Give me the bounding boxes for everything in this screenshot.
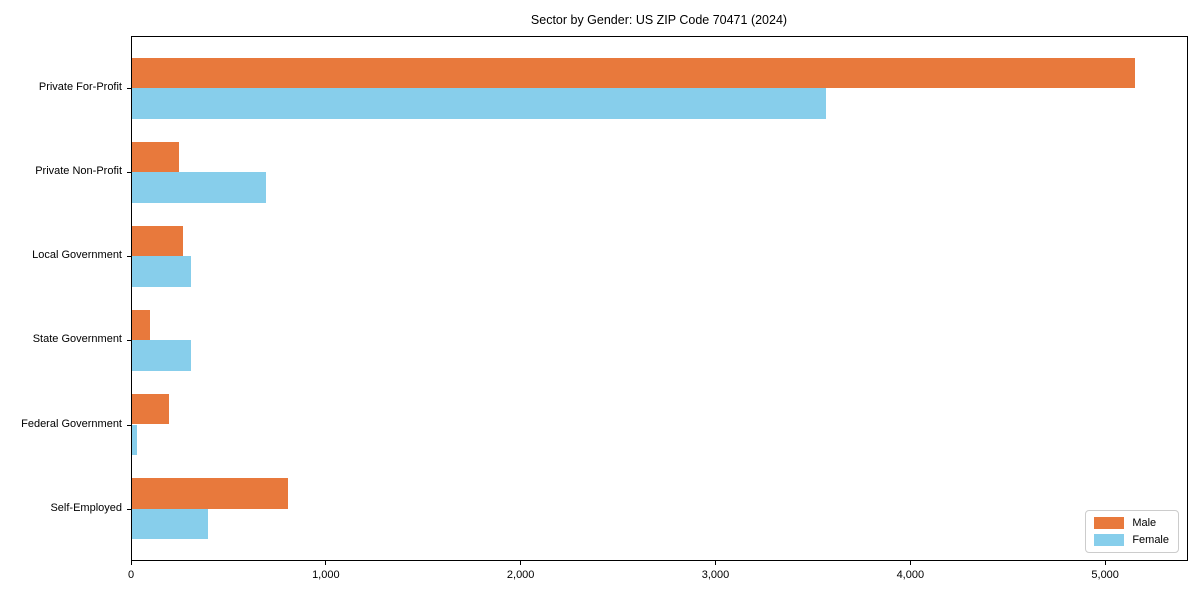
bar-male-local-government: [132, 225, 183, 257]
bar-female-private-for-profit: [132, 88, 826, 119]
x-tick-label-1000: 1,000: [312, 569, 340, 581]
x-tick-mark: [130, 561, 132, 565]
x-tick-mark: [1104, 561, 1106, 565]
legend-swatch-male: [1094, 517, 1125, 529]
y-tick-label-private-for-profit: Private For-Profit: [38, 81, 122, 94]
x-tick-label-3000: 3,000: [701, 569, 730, 581]
bar-female-federal-government: [132, 424, 137, 456]
chart-title: Sector by Gender: US ZIP Code 70471 (202…: [530, 13, 788, 27]
legend-label-female: Female: [1132, 534, 1169, 546]
y-tick-label-state-government: State Government: [32, 333, 122, 346]
x-tick-label-0: 0: [127, 569, 135, 581]
bar-female-private-non-profit: [132, 172, 267, 203]
x-tick-label-5000: 5,000: [1091, 569, 1119, 581]
x-tick-mark: [325, 561, 327, 565]
y-tick-label-self-employed: Self-Employed: [50, 501, 122, 514]
y-tick-mark: [127, 340, 131, 342]
x-tick-mark: [520, 561, 522, 565]
plot-area: Male Female: [131, 36, 1188, 561]
legend: Male Female: [1085, 510, 1179, 553]
bar-female-self-employed: [132, 508, 208, 540]
y-tick-mark: [127, 508, 131, 510]
legend-item-male: Male: [1094, 517, 1169, 529]
y-tick-mark: [127, 256, 131, 258]
bar-female-state-government: [132, 340, 192, 372]
x-tick-label-4000: 4,000: [896, 569, 925, 581]
legend-label-male: Male: [1132, 517, 1157, 529]
bar-male-private-non-profit: [132, 141, 179, 173]
y-tick-mark: [127, 88, 131, 90]
y-tick-mark: [127, 172, 131, 174]
x-tick-mark: [715, 561, 716, 565]
bar-male-federal-government: [132, 393, 169, 425]
bar-male-private-for-profit: [132, 57, 1136, 89]
bar-female-local-government: [132, 256, 191, 287]
y-tick-mark: [127, 424, 131, 426]
y-tick-label-federal-government: Federal Government: [21, 417, 122, 430]
x-tick-label-2000: 2,000: [506, 569, 535, 581]
x-tick-mark: [909, 561, 911, 565]
bar-male-state-government: [132, 309, 150, 341]
bar-male-self-employed: [132, 477, 288, 509]
y-tick-label-local-government: Local Government: [32, 249, 122, 262]
legend-swatch-female: [1094, 534, 1125, 546]
y-tick-label-private-non-profit: Private Non-Profit: [35, 165, 122, 178]
legend-item-female: Female: [1094, 534, 1169, 546]
